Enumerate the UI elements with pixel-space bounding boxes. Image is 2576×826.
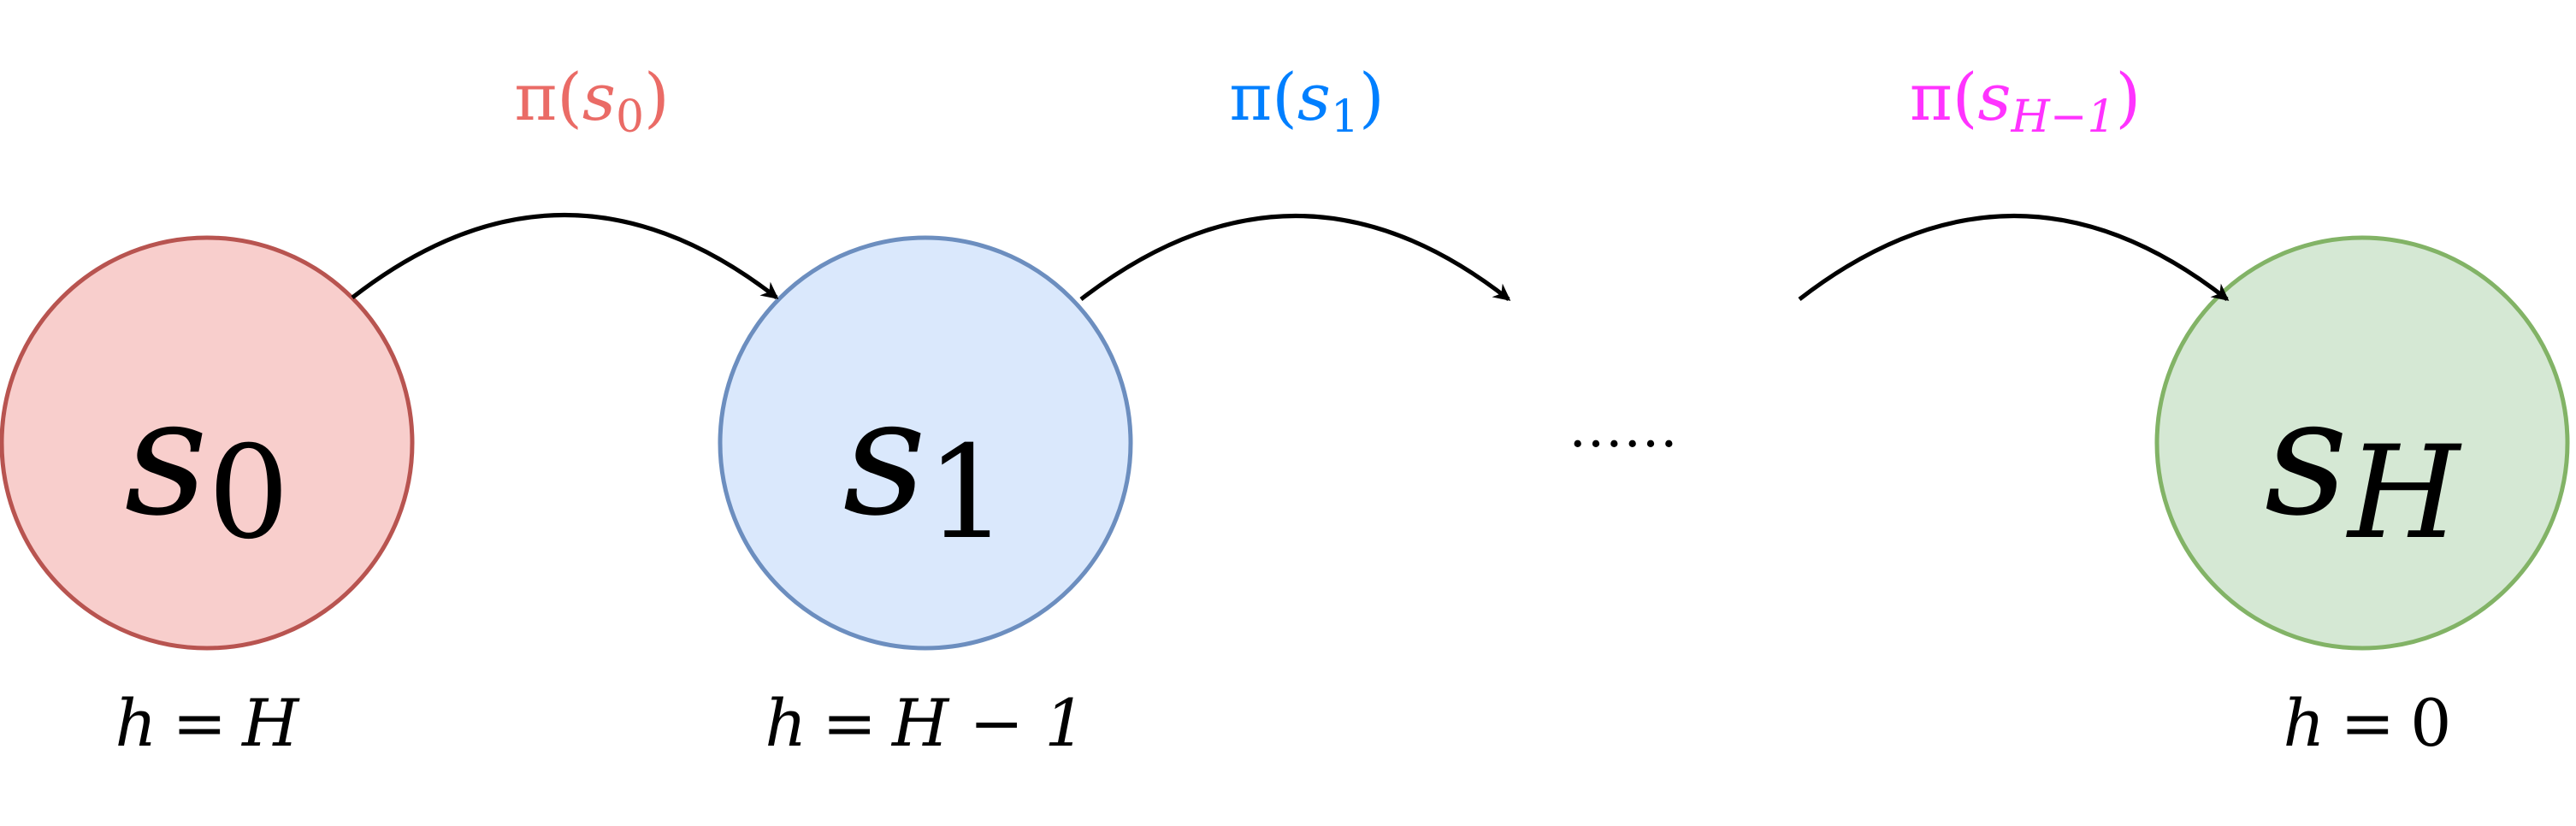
horizon-rhs: H − 1: [890, 685, 1086, 761]
horizon-h: h: [2284, 685, 2325, 761]
horizon-label-2: h = 0: [2284, 685, 2452, 761]
state-label-base: s: [843, 363, 927, 552]
transition-arrow-0: [351, 213, 779, 299]
action-label-2: π(sH−1): [1910, 59, 2141, 143]
state-label-base: s: [2265, 363, 2349, 552]
open-paren: (: [557, 59, 582, 135]
action-state-sub: 1: [1331, 91, 1359, 143]
state-label-s0: s0: [125, 363, 290, 568]
state-label-sH: sH: [2265, 363, 2463, 568]
transition-arrow-2: [1798, 214, 2230, 301]
pi-symbol: π: [1229, 59, 1272, 135]
pi-symbol: π: [1910, 59, 1953, 135]
action-state: s: [1297, 59, 1331, 135]
action-state-sub: 0: [616, 91, 644, 143]
open-paren: (: [1272, 59, 1297, 135]
horizon-rhs: 0: [2410, 685, 2451, 761]
state-label-base: s: [125, 363, 209, 552]
state-circle-s1: [718, 235, 1133, 651]
state-label-sub: 1: [926, 419, 1007, 568]
action-label-1: π(s1): [1229, 59, 1384, 143]
horizon-eq: =: [2340, 685, 2395, 761]
horizon-label-0: h = H: [115, 685, 301, 761]
horizon-h: h: [115, 685, 157, 761]
state-node-s1: s1: [718, 235, 1133, 651]
state-node-s0: s0: [0, 235, 415, 651]
state-circle-s0: [0, 235, 415, 651]
close-paren: ): [2115, 59, 2141, 135]
close-paren: ): [644, 59, 670, 135]
state-circle-sH: [2154, 235, 2570, 651]
state-label-s1: s1: [843, 363, 1008, 568]
horizon-eq: =: [172, 685, 227, 761]
horizon-eq: =: [822, 685, 877, 761]
state-node-sH: sH: [2154, 235, 2570, 651]
state-label-sub: 0: [208, 419, 289, 568]
action-state-sub: H−1: [2010, 91, 2115, 143]
horizon-rhs: H: [240, 685, 300, 761]
action-state: s: [582, 59, 616, 135]
pi-symbol: π: [514, 59, 557, 135]
close-paren: ): [1359, 59, 1385, 135]
state-label-sub: H: [2345, 419, 2462, 568]
action-state: s: [1977, 59, 2011, 135]
transition-arrow-1: [1079, 214, 1511, 301]
action-label-0: π(s0): [514, 59, 669, 143]
open-paren: (: [1953, 59, 1978, 135]
horizon-label-1: h = H − 1: [765, 685, 1085, 761]
horizon-h: h: [765, 685, 806, 761]
ellipsis: ……: [1569, 397, 1678, 460]
